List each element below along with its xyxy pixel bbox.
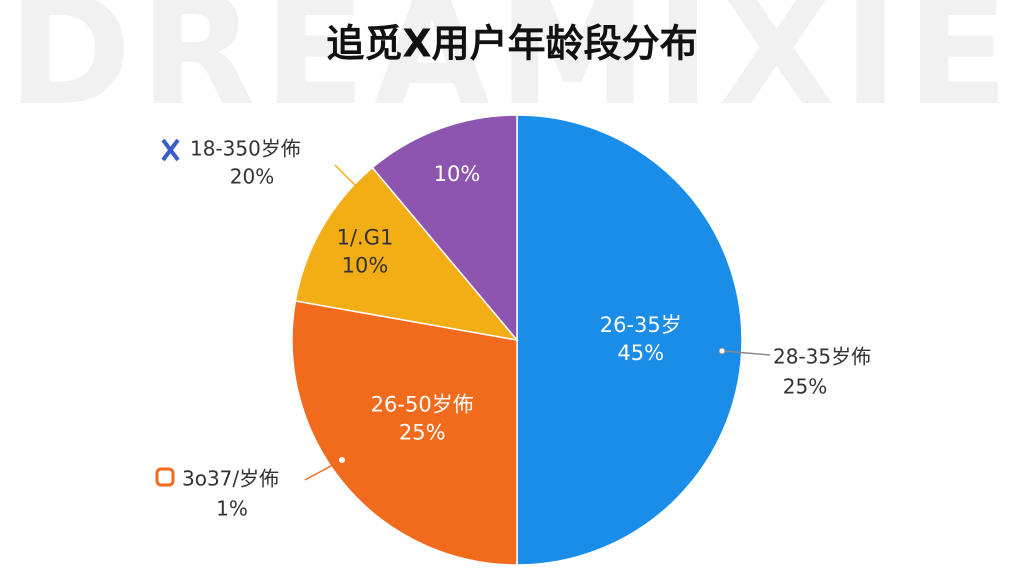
chart-title: 追觅X用户年龄段分布 [326, 22, 697, 66]
square-icon [155, 467, 175, 487]
slice-value-label: 10% [434, 162, 481, 186]
annotation-label: 18-350岁佈 [190, 137, 301, 161]
annotation-label: 3o37/岁佈 [182, 467, 279, 491]
annotation-sublabel: 25% [783, 375, 827, 399]
pie-slice [516, 114, 743, 566]
annotation-label: 28-35岁佈 [773, 345, 871, 369]
slice-value-label: 25% [399, 421, 446, 445]
annotation-sublabel: 1% [216, 497, 248, 521]
pie-slice [371, 114, 518, 343]
leader-line [721, 350, 771, 356]
slice-label: 26-35岁 [600, 313, 682, 337]
leader-dot [339, 457, 345, 463]
slice-value-label: 10% [342, 253, 389, 277]
annotation-sublabel: 20% [230, 165, 274, 189]
pie-slice [291, 300, 518, 566]
leader-line [304, 459, 343, 481]
slice-label: 1/.G1 [337, 225, 394, 249]
slice-label: 26-50岁佈 [371, 393, 474, 417]
pie [291, 114, 743, 566]
leader-line [334, 164, 359, 189]
slice-value-label: 45% [617, 341, 664, 365]
leader-dot [355, 185, 361, 191]
annotation-decor [155, 138, 771, 487]
leader-dot [718, 347, 726, 355]
x-icon [161, 138, 180, 162]
pie-slice [294, 166, 519, 342]
